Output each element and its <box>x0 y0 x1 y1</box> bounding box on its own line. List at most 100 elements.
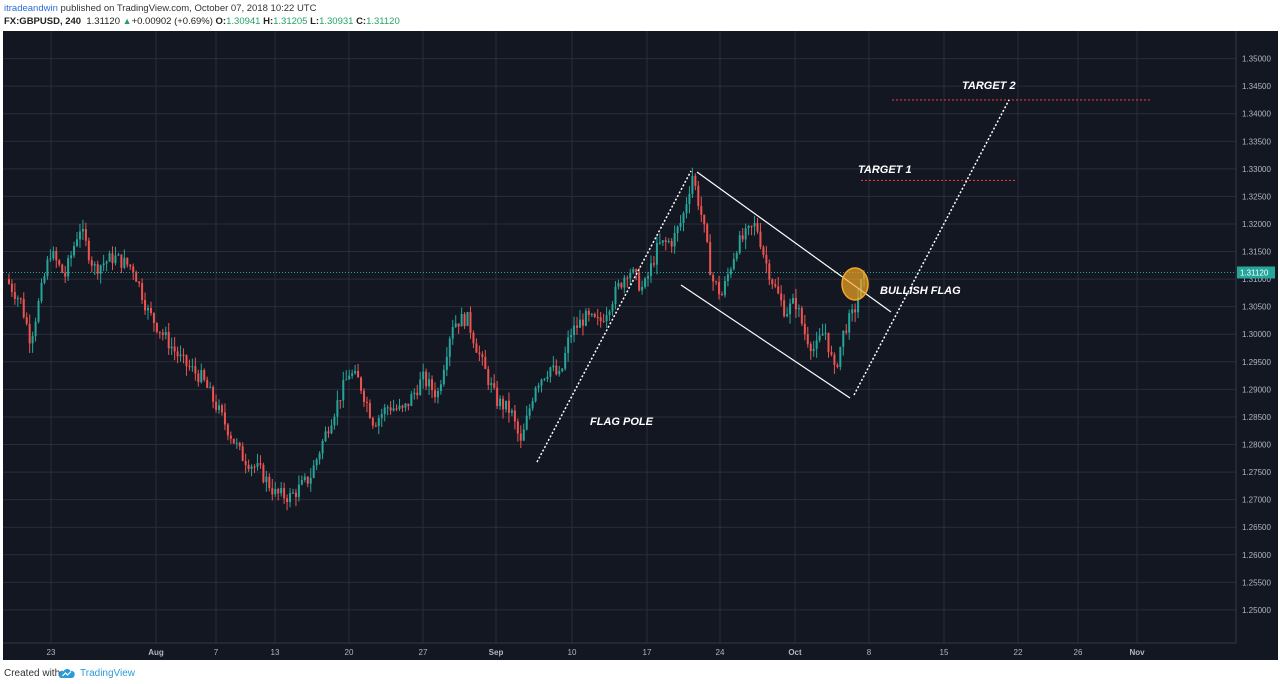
candle-body <box>368 402 371 419</box>
price-tick-label: 1.27500 <box>1242 468 1271 477</box>
candle-body <box>534 387 537 402</box>
candle-body <box>129 264 132 267</box>
flag-channel-lower <box>680 284 851 399</box>
candle-body <box>398 405 401 410</box>
candle-body <box>848 313 851 333</box>
candle-body <box>108 253 111 262</box>
candle-body <box>623 277 626 288</box>
low-label: L: <box>310 16 320 27</box>
candle-body <box>679 222 682 227</box>
candle-body <box>747 226 750 229</box>
price-tick-label: 1.26000 <box>1242 551 1271 560</box>
price-axis <box>1236 31 1278 660</box>
candle-body <box>726 274 729 281</box>
candle-body <box>90 260 93 266</box>
candle-body <box>87 240 90 261</box>
candle-body <box>19 298 22 300</box>
candle-body <box>419 379 422 396</box>
price-tick-label: 1.31500 <box>1242 248 1271 257</box>
candle-body <box>286 498 289 503</box>
candle-body <box>300 479 303 485</box>
flag-pole-label: FLAG POLE <box>590 416 654 428</box>
candle-body <box>720 294 723 296</box>
candle-body <box>667 240 670 242</box>
candle-body <box>374 425 377 427</box>
candle-body <box>706 224 709 242</box>
chart-area[interactable]: FLAG POLE BULLISH FLAG TARGET 1 TARGET 2 1.… <box>3 31 1278 660</box>
candle-body <box>147 307 150 311</box>
candle-body <box>605 315 608 322</box>
candle-body <box>135 272 138 282</box>
candle-body <box>549 367 552 377</box>
time-tick-label: 10 <box>568 648 577 657</box>
candle-body <box>484 356 487 370</box>
candle-body <box>330 425 333 434</box>
candle-body <box>703 214 706 225</box>
price-tick-label: 1.28000 <box>1242 441 1271 450</box>
candle-body <box>262 464 265 483</box>
candle-body <box>759 231 762 248</box>
candle-body <box>365 401 368 403</box>
candle-body <box>715 281 718 283</box>
candle-body <box>670 240 673 247</box>
candle-body <box>179 354 182 357</box>
candle-body <box>857 297 860 313</box>
candle-body <box>203 370 206 380</box>
candle-body <box>614 286 617 305</box>
candle-body <box>55 251 58 261</box>
candle-body <box>324 431 327 442</box>
footer: Created with TradingView <box>0 660 1280 684</box>
chart-header: itradeandwin published on TradingView.co… <box>0 0 1280 30</box>
candle-body <box>629 272 632 279</box>
candle-body <box>685 204 688 214</box>
candle-body <box>481 354 484 357</box>
candle-body <box>528 408 531 416</box>
candle-body <box>830 352 833 355</box>
candle-body <box>22 299 25 318</box>
candle-body <box>188 366 191 368</box>
candle-body <box>93 264 96 266</box>
tradingview-link[interactable]: TradingView <box>80 668 136 679</box>
price-tick-label: 1.25000 <box>1242 606 1271 615</box>
created-with-text: Created with <box>4 668 61 679</box>
candle-body <box>185 355 188 367</box>
candle-body <box>431 379 434 391</box>
candle-body <box>789 303 792 315</box>
candle-body <box>786 314 789 317</box>
candle-body <box>10 283 13 292</box>
price-chart[interactable]: FLAG POLE BULLISH FLAG TARGET 1 TARGET 2 1.… <box>3 31 1278 660</box>
candle-body <box>218 405 221 410</box>
candle-body <box>413 392 416 395</box>
candle-body <box>16 298 19 300</box>
low-value: 1.30931 <box>319 16 354 27</box>
candle-body <box>676 226 679 234</box>
candle-body <box>712 275 715 282</box>
price-tick-label: 1.34500 <box>1242 82 1271 91</box>
candle-body <box>117 254 120 256</box>
candle-body <box>256 463 259 467</box>
candle-body <box>123 257 126 268</box>
target-projection-line <box>853 99 1010 396</box>
candle-body <box>632 269 635 273</box>
close-value: 1.31120 <box>366 16 400 27</box>
time-tick-label: 7 <box>214 648 219 657</box>
candle-body <box>626 277 629 279</box>
candle-body <box>744 228 747 240</box>
candle-body <box>564 353 567 369</box>
price-tick-label: 1.33000 <box>1242 165 1271 174</box>
candle-body <box>617 283 620 287</box>
current-price-label: 1.31120 <box>1240 268 1269 277</box>
candle-body <box>729 269 732 275</box>
author-link[interactable]: itradeandwin <box>4 3 58 14</box>
high-label: H: <box>263 16 274 27</box>
time-tick-label: 13 <box>271 648 280 657</box>
candle-body <box>540 379 543 386</box>
candle-body <box>815 340 818 349</box>
candle-body <box>13 291 16 299</box>
candle-body <box>768 263 771 280</box>
candle-body <box>303 476 306 480</box>
candle-body <box>469 312 472 333</box>
candle-body <box>383 407 386 415</box>
publish-line: itradeandwin published on TradingView.co… <box>4 3 316 14</box>
candle-body <box>709 241 712 276</box>
